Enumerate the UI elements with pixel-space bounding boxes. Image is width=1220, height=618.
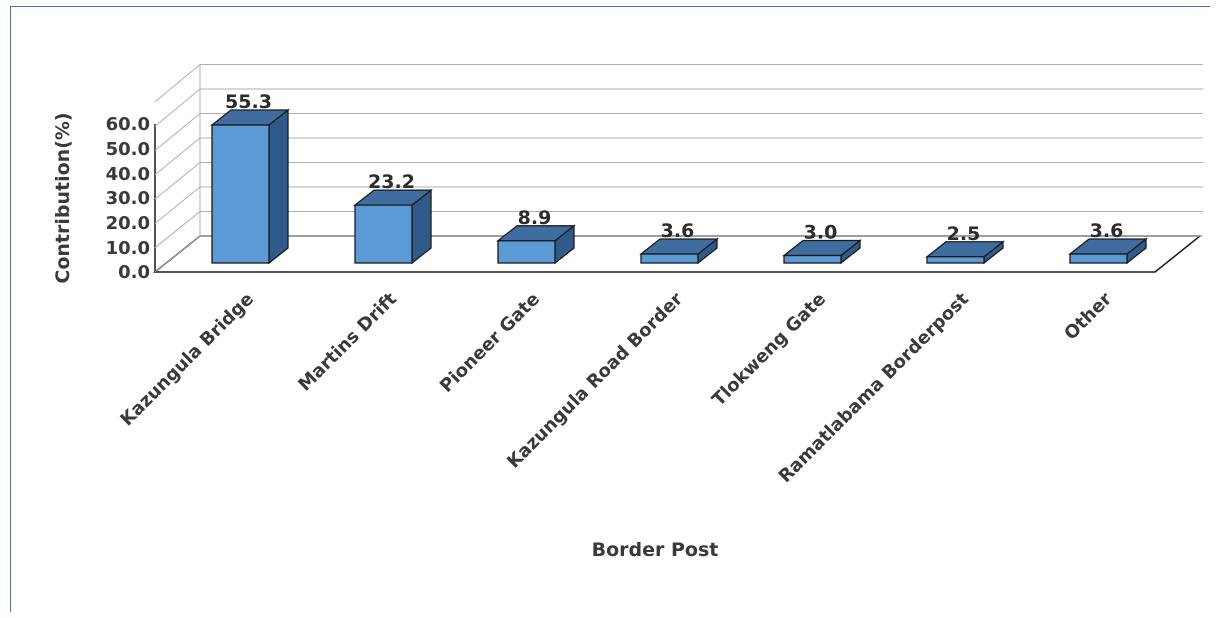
data-label: 2.5: [947, 223, 981, 245]
y-axis-title: Contribution(%): [52, 112, 74, 283]
x-tick-label: Martins Drift: [294, 288, 401, 395]
bar: [354, 204, 413, 264]
y-tick-label: 0.0: [118, 262, 150, 283]
bar: [926, 256, 985, 264]
data-label: 3.6: [661, 220, 695, 242]
x-tick-label: Tlokweng Gate: [708, 289, 830, 411]
data-label: 3.0: [804, 222, 838, 244]
y-tick-label: 60.0: [106, 114, 150, 135]
bars: [210, 108, 1148, 265]
data-labels: 55.3 23.2 8.9 3.6 3.0 2.5 3.6: [225, 91, 1123, 245]
gridline-side: [154, 162, 201, 200]
gridline-side: [154, 211, 201, 249]
y-tick-label: 10.0: [106, 238, 150, 259]
gridline-side: [154, 235, 201, 273]
x-tick-label: Other: [1060, 289, 1116, 345]
x-tick-label: Pioneer Gate: [436, 289, 544, 397]
gridline-side: [154, 88, 201, 127]
y-tick-label: 30.0: [106, 188, 150, 209]
bar: [640, 253, 699, 264]
gridline-side: [154, 64, 201, 103]
data-label: 55.3: [225, 91, 272, 113]
y-tick-label: 50.0: [106, 139, 150, 160]
bar: [497, 240, 556, 264]
y-axis-ticks: 0.0 10.0 20.0 30.0 40.0 50.0 60.0: [106, 114, 150, 283]
bar: [783, 254, 842, 264]
bar-side: [268, 108, 289, 265]
bar: [1069, 253, 1128, 264]
x-axis-categories: Kazungula Bridge Martins Drift Pioneer Gat…: [116, 288, 1116, 487]
y-tick-label: 20.0: [106, 213, 150, 234]
chart-frame: [10, 6, 1210, 612]
x-tick-label: Kazungula Bridge: [116, 289, 258, 431]
data-label: 8.9: [518, 207, 552, 229]
gridline-side: [154, 186, 201, 224]
y-tick-label: 40.0: [106, 164, 150, 185]
data-label: 3.6: [1090, 220, 1124, 242]
gridlines: [154, 64, 1203, 273]
gridline-side: [154, 137, 201, 176]
bar: [211, 124, 270, 264]
data-label: 23.2: [368, 171, 415, 193]
x-axis-title: Border Post: [592, 539, 719, 561]
gridline-side: [154, 113, 201, 151]
